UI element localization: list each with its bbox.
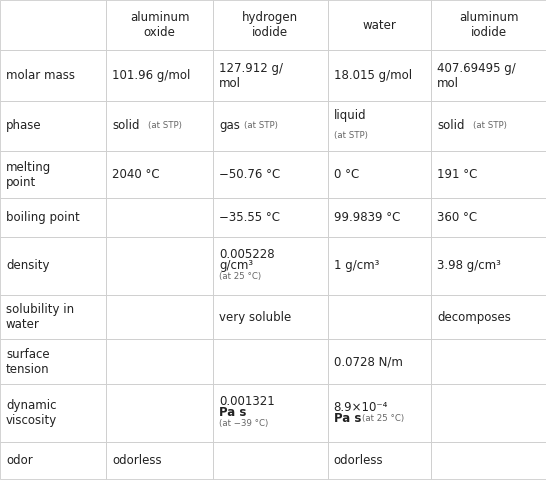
- Text: boiling point: boiling point: [6, 211, 80, 224]
- Text: −35.55 °C: −35.55 °C: [219, 211, 280, 224]
- Text: 0.005228: 0.005228: [219, 248, 275, 261]
- Bar: [106, 295, 213, 339]
- Text: melting
point: melting point: [6, 161, 51, 189]
- Text: very soluble: very soluble: [219, 311, 291, 324]
- Text: water: water: [363, 19, 396, 32]
- Text: decomposes: decomposes: [437, 311, 511, 324]
- Bar: [431, 101, 546, 151]
- Text: phase: phase: [6, 120, 41, 132]
- Text: (at 25 °C): (at 25 °C): [219, 272, 261, 281]
- Bar: [431, 384, 546, 442]
- Text: g/cm³: g/cm³: [219, 259, 253, 272]
- Bar: [328, 384, 431, 442]
- Text: 2040 °C: 2040 °C: [112, 168, 160, 181]
- Text: 18.015 g/mol: 18.015 g/mol: [334, 69, 412, 82]
- Bar: [213, 237, 328, 295]
- Text: 0 °C: 0 °C: [334, 168, 359, 181]
- Bar: [0, 237, 106, 295]
- Bar: [431, 442, 546, 479]
- Bar: [106, 384, 213, 442]
- Bar: [0, 151, 106, 198]
- Bar: [213, 442, 328, 479]
- Text: 8.9×10⁻⁴: 8.9×10⁻⁴: [334, 401, 388, 414]
- Bar: [106, 101, 213, 151]
- Text: (at STP): (at STP): [244, 122, 278, 130]
- Bar: [328, 151, 431, 198]
- Bar: [431, 237, 546, 295]
- Bar: [106, 198, 213, 237]
- Bar: [213, 198, 328, 237]
- Text: odor: odor: [6, 454, 33, 467]
- Bar: [213, 339, 328, 384]
- Text: (at STP): (at STP): [334, 131, 367, 140]
- Text: odorless: odorless: [112, 454, 162, 467]
- Bar: [213, 151, 328, 198]
- Text: 1 g/cm³: 1 g/cm³: [334, 259, 379, 272]
- Bar: [328, 0, 431, 50]
- Text: 99.9839 °C: 99.9839 °C: [334, 211, 400, 224]
- Text: aluminum
iodide: aluminum iodide: [459, 11, 518, 39]
- Bar: [431, 339, 546, 384]
- Bar: [431, 198, 546, 237]
- Text: surface
tension: surface tension: [6, 348, 50, 375]
- Bar: [213, 101, 328, 151]
- Text: Pa s: Pa s: [334, 412, 361, 425]
- Text: (at −39 °C): (at −39 °C): [219, 419, 268, 428]
- Text: density: density: [6, 259, 50, 272]
- Text: solid: solid: [437, 120, 465, 132]
- Bar: [0, 384, 106, 442]
- Text: molar mass: molar mass: [6, 69, 75, 82]
- Bar: [106, 339, 213, 384]
- Text: −50.76 °C: −50.76 °C: [219, 168, 280, 181]
- Bar: [328, 101, 431, 151]
- Bar: [0, 339, 106, 384]
- Text: (at 25 °C): (at 25 °C): [362, 414, 404, 423]
- Bar: [213, 384, 328, 442]
- Bar: [431, 295, 546, 339]
- Text: 3.98 g/cm³: 3.98 g/cm³: [437, 259, 501, 272]
- Bar: [0, 0, 106, 50]
- Text: 191 °C: 191 °C: [437, 168, 478, 181]
- Bar: [0, 295, 106, 339]
- Bar: [328, 339, 431, 384]
- Bar: [106, 237, 213, 295]
- Text: dynamic
viscosity: dynamic viscosity: [6, 399, 57, 427]
- Bar: [106, 151, 213, 198]
- Text: 127.912 g/
mol: 127.912 g/ mol: [219, 62, 283, 89]
- Text: 0.001321: 0.001321: [219, 396, 275, 409]
- Text: aluminum
oxide: aluminum oxide: [130, 11, 189, 39]
- Bar: [213, 50, 328, 101]
- Bar: [328, 237, 431, 295]
- Text: 101.96 g/mol: 101.96 g/mol: [112, 69, 191, 82]
- Bar: [328, 295, 431, 339]
- Bar: [328, 50, 431, 101]
- Bar: [106, 442, 213, 479]
- Text: odorless: odorless: [334, 454, 383, 467]
- Text: 407.69495 g/
mol: 407.69495 g/ mol: [437, 62, 516, 89]
- Text: gas: gas: [219, 120, 240, 132]
- Bar: [0, 101, 106, 151]
- Bar: [431, 151, 546, 198]
- Text: hydrogen
iodide: hydrogen iodide: [242, 11, 298, 39]
- Bar: [213, 0, 328, 50]
- Bar: [106, 50, 213, 101]
- Bar: [0, 50, 106, 101]
- Text: liquid: liquid: [334, 110, 366, 123]
- Bar: [431, 50, 546, 101]
- Text: (at STP): (at STP): [473, 122, 507, 130]
- Text: Pa s: Pa s: [219, 407, 246, 419]
- Text: 360 °C: 360 °C: [437, 211, 477, 224]
- Bar: [328, 442, 431, 479]
- Bar: [0, 198, 106, 237]
- Text: solid: solid: [112, 120, 140, 132]
- Bar: [106, 0, 213, 50]
- Text: solubility in
water: solubility in water: [6, 303, 74, 331]
- Bar: [431, 0, 546, 50]
- Bar: [213, 295, 328, 339]
- Text: (at STP): (at STP): [148, 122, 182, 130]
- Text: 0.0728 N/m: 0.0728 N/m: [334, 355, 402, 368]
- Bar: [0, 442, 106, 479]
- Bar: [328, 198, 431, 237]
